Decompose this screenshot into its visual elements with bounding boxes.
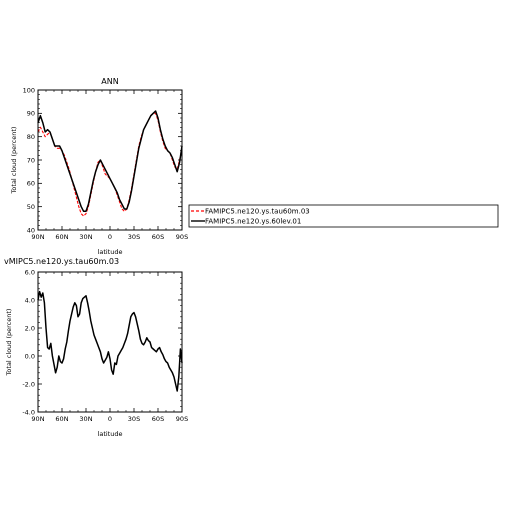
top-y-tick-label: 80 <box>27 133 35 141</box>
bottom-y-tick-label: 6.0 <box>25 268 35 276</box>
bottom-x-tick-label: 60N <box>55 415 68 423</box>
legend: FAMIPC5.ne120.ys.tau60m.03 FAMIPC5.ne120… <box>188 204 499 228</box>
top-x-tick-label: 30S <box>128 233 140 241</box>
top-chart-title: ANN <box>101 77 118 86</box>
top-y-axis-label: Total cloud (percent) <box>10 127 18 195</box>
top-y-tick-label: 90 <box>27 110 35 118</box>
bottom-x-tick-label: 60S <box>152 415 164 423</box>
top-y-tick-label: 100 <box>23 86 35 94</box>
bottom-x-tick-label: 30S <box>128 415 140 423</box>
top-series-lines <box>37 110 183 217</box>
bottom-x-tick-label: 30N <box>79 415 92 423</box>
bottom-series-lines <box>37 290 183 392</box>
top-x-tick-label: 0 <box>108 233 112 241</box>
bottom-panel: vMIPC5.ne120.ys.tau60m.03 Total cloud (p… <box>4 257 188 438</box>
top-x-tick-label: 60S <box>152 233 164 241</box>
top-x-tick-label: 60N <box>55 233 68 241</box>
top-plot-frame <box>37 89 183 231</box>
bottom-x-tick-label: 0 <box>108 415 112 423</box>
bottom-x-axis-label: latitude <box>98 430 123 438</box>
bottom-chart-title: vMIPC5.ne120.ys.tau60m.03 <box>4 257 119 266</box>
top-y-tick-label: 70 <box>27 156 35 164</box>
bottom-x-tick-label: 90N <box>31 415 44 423</box>
bottom-series-line-0 <box>37 290 183 392</box>
top-panel: ANN Total cloud (percent) latitude 90N 60… <box>10 77 188 256</box>
bottom-y-tick-label: -2.0 <box>22 380 35 388</box>
top-y-tick-label: 60 <box>27 180 35 188</box>
top-y-tick-label: 50 <box>27 203 35 211</box>
legend-label-tau60m: FAMIPC5.ne120.ys.tau60m.03 <box>205 208 310 216</box>
top-x-tick-label: 30N <box>79 233 92 241</box>
top-y-tick-label: 40 <box>27 226 35 234</box>
top-x-axis-label: latitude <box>98 248 123 256</box>
legend-box <box>188 204 499 228</box>
bottom-x-tick-label: 90S <box>176 415 188 423</box>
bottom-y-tick-label: 2.0 <box>25 324 35 332</box>
top-x-tick-label: 90S <box>176 233 188 241</box>
top-series-line-1 <box>37 110 183 213</box>
bottom-y-axis-label: Total cloud (percent) <box>5 309 13 377</box>
bottom-y-tick-label: -4.0 <box>22 408 35 416</box>
top-axis-ticks: 90N 60N 30N 0 30S 60S 90S 40 50 60 70 80 90 100 <box>23 86 189 241</box>
bottom-plot-frame <box>37 271 183 413</box>
top-x-tick-label: 90N <box>31 233 44 241</box>
bottom-y-tick-label: 4.0 <box>25 296 35 304</box>
bottom-y-tick-label: 0.0 <box>25 352 35 360</box>
legend-label-60lev: FAMIPC5.ne120.ys.60lev.01 <box>205 218 301 226</box>
